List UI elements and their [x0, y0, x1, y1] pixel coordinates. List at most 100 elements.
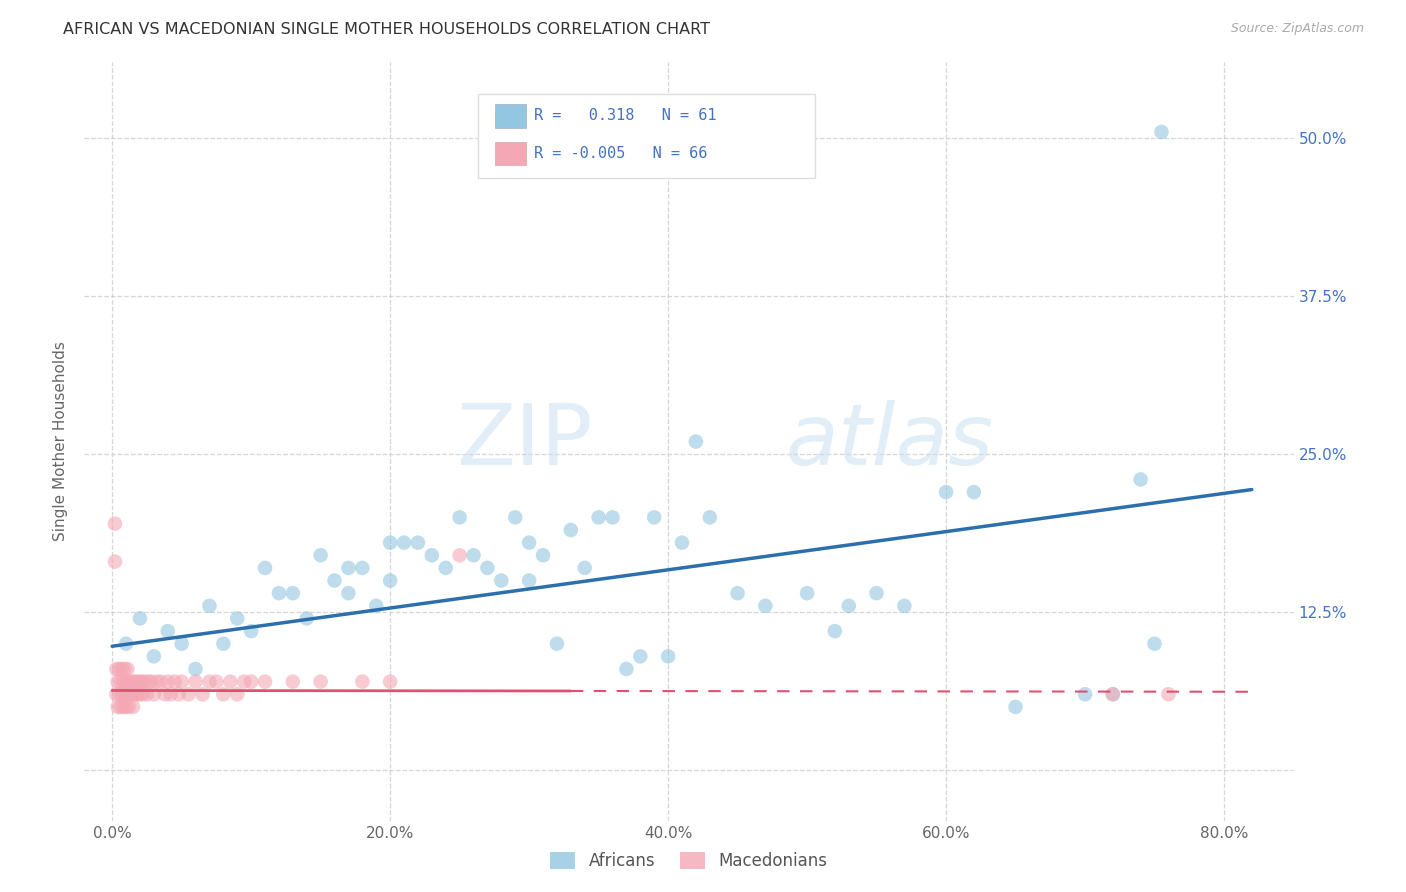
Point	[281, 586, 304, 600]
Point	[824, 624, 846, 639]
Point	[893, 599, 915, 613]
Point	[198, 599, 221, 613]
Point	[281, 674, 304, 689]
Point	[546, 637, 568, 651]
Point	[254, 674, 277, 689]
Point	[406, 535, 429, 549]
Point	[142, 687, 165, 701]
Point	[104, 516, 127, 531]
Point	[378, 574, 401, 588]
Point	[110, 674, 132, 689]
Point	[153, 687, 176, 701]
Point	[1101, 687, 1123, 701]
Point	[212, 637, 235, 651]
Point	[105, 662, 128, 676]
Text: R = -0.005   N = 66: R = -0.005 N = 66	[534, 146, 707, 161]
Point	[219, 674, 242, 689]
Point	[205, 674, 228, 689]
Point	[170, 674, 193, 689]
Point	[323, 574, 346, 588]
Point	[267, 586, 290, 600]
Point	[107, 674, 129, 689]
Point	[117, 687, 139, 701]
Point	[226, 611, 249, 625]
Point	[796, 586, 818, 600]
Point	[120, 674, 142, 689]
Point	[122, 674, 145, 689]
Point	[309, 548, 332, 563]
Point	[699, 510, 721, 524]
Point	[392, 535, 415, 549]
Point	[118, 699, 141, 714]
Point	[177, 687, 200, 701]
Point	[115, 674, 138, 689]
Point	[118, 674, 141, 689]
Point	[254, 561, 277, 575]
Point	[378, 535, 401, 549]
Point	[120, 687, 142, 701]
Point	[309, 674, 332, 689]
Point	[117, 662, 139, 676]
Point	[643, 510, 665, 524]
Point	[1129, 473, 1152, 487]
Point	[167, 687, 190, 701]
Point	[352, 561, 374, 575]
Point	[139, 674, 162, 689]
Point	[517, 535, 540, 549]
Point	[477, 561, 499, 575]
Point	[434, 561, 457, 575]
Point	[517, 574, 540, 588]
Point	[1157, 687, 1180, 701]
Text: AFRICAN VS MACEDONIAN SINGLE MOTHER HOUSEHOLDS CORRELATION CHART: AFRICAN VS MACEDONIAN SINGLE MOTHER HOUS…	[63, 22, 710, 37]
Text: atlas: atlas	[786, 400, 994, 483]
Point	[121, 687, 143, 701]
Point	[163, 674, 186, 689]
Point	[727, 586, 749, 600]
Point	[122, 699, 145, 714]
Point	[463, 548, 485, 563]
Point	[491, 574, 513, 588]
Point	[1004, 699, 1026, 714]
Point	[1143, 637, 1166, 651]
Point	[127, 687, 149, 701]
Text: ZIP: ZIP	[456, 400, 592, 483]
Point	[108, 662, 131, 676]
Point	[105, 687, 128, 701]
Y-axis label: Single Mother Households: Single Mother Households	[53, 342, 69, 541]
Point	[184, 662, 207, 676]
Point	[198, 674, 221, 689]
Point	[754, 599, 776, 613]
Point	[503, 510, 526, 524]
Point	[132, 687, 155, 701]
Point	[111, 662, 134, 676]
Point	[865, 586, 887, 600]
Point	[233, 674, 256, 689]
Point	[170, 637, 193, 651]
Point	[616, 662, 638, 676]
Point	[135, 687, 157, 701]
Point	[531, 548, 554, 563]
Point	[129, 687, 152, 701]
Point	[935, 485, 957, 500]
Point	[352, 674, 374, 689]
Point	[145, 674, 167, 689]
Point	[114, 687, 136, 701]
Point	[295, 611, 318, 625]
Point	[449, 548, 471, 563]
Point	[963, 485, 986, 500]
Legend: Africans, Macedonians: Africans, Macedonians	[544, 846, 834, 877]
Point	[184, 674, 207, 689]
Point	[838, 599, 860, 613]
Point	[159, 687, 181, 701]
Point	[1150, 125, 1173, 139]
Point	[1074, 687, 1097, 701]
Point	[115, 699, 138, 714]
Point	[240, 674, 263, 689]
Point	[1101, 687, 1123, 701]
Point	[226, 687, 249, 701]
Point	[378, 674, 401, 689]
Point	[337, 561, 360, 575]
Point	[560, 523, 582, 537]
Point	[108, 687, 131, 701]
Point	[449, 510, 471, 524]
